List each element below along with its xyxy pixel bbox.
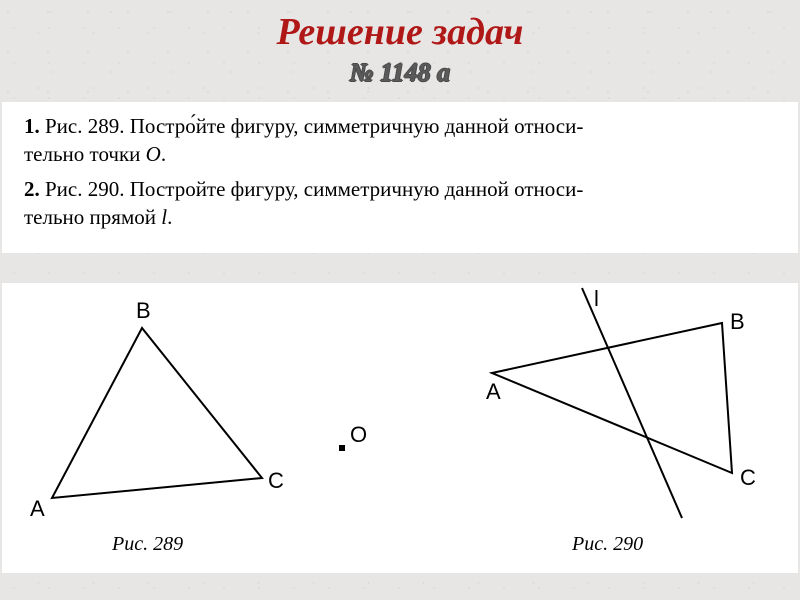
svg-text:O: O [350,422,367,447]
problem-2: 2. Рис. 290. Постройте фигуру, симметрич… [24,175,776,232]
svg-text:A: A [30,496,45,521]
svg-text:C: C [268,468,284,493]
subtitle: № 1148 а [0,58,800,88]
problem-1-var: O [146,142,161,166]
figures-panel: A B C O Рис. 289 A B Cl Рис. 290 [2,283,798,573]
problems-panel: 1. Рис. 289. Постро́йте фигуру, симметри… [2,102,798,253]
problem-1-text-b: тельно точки [24,142,146,166]
problem-1-ref: Рис. 289. [45,114,125,138]
problem-1-num: 1. [24,114,40,138]
svg-text:B: B [136,298,151,323]
svg-text:l: l [594,286,599,311]
problem-2-num: 2. [24,177,40,201]
svg-text:B: B [730,309,745,334]
page-title: Решение задач [0,0,800,54]
problem-2-tail: . [167,205,172,229]
problem-1: 1. Рис. 289. Постро́йте фигуру, симметри… [24,112,776,169]
figure-289: A B C O [22,288,382,528]
svg-text:C: C [740,465,756,490]
slide: Решение задач № 1148 а 1. Рис. 289. Пост… [0,0,800,600]
caption-289: Рис. 289 [112,533,183,556]
problem-2-text-b: тельно прямой [24,205,161,229]
figure-290: A B Cl [452,283,782,533]
problem-1-text-a: Постро́йте фигуру, симметричную данной о… [130,114,584,138]
problem-2-ref: Рис. 290. [45,177,125,201]
caption-290: Рис. 290 [572,533,643,556]
problem-2-text-a: Постройте фигуру, симметричную данной от… [130,177,584,201]
svg-text:A: A [486,379,501,404]
title-text: Решение задач [277,11,524,53]
subtitle-text: № 1148 а [350,58,450,87]
problem-1-tail: . [161,142,166,166]
